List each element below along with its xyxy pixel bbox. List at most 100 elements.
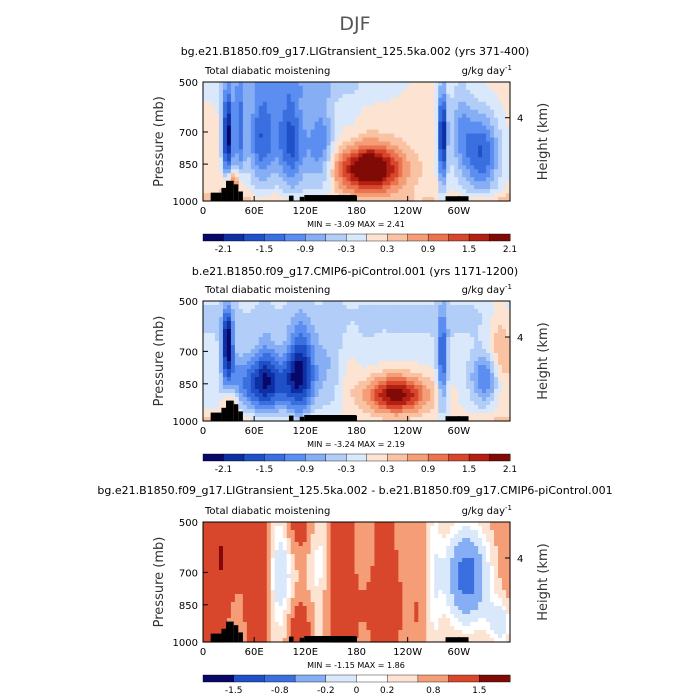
field-cell (490, 309, 495, 314)
field-cell (230, 333, 236, 338)
field-cell (254, 109, 260, 115)
field-cell (382, 197, 388, 202)
field-cell (450, 129, 455, 135)
field-cell (246, 301, 252, 306)
field-cell (442, 181, 447, 186)
field-cell (330, 301, 336, 306)
field-cell (230, 317, 236, 322)
field-cell (306, 345, 312, 350)
field-cell (490, 361, 495, 366)
field-cell (430, 309, 435, 314)
field-cell (214, 149, 220, 154)
field-cell (490, 113, 495, 119)
field-cell (330, 309, 336, 314)
field-cell (442, 341, 447, 346)
field-cell (410, 530, 415, 535)
field-cell (298, 141, 304, 147)
field-cell (494, 373, 499, 378)
field-cell (274, 345, 280, 350)
field-cell (262, 177, 268, 182)
field-cell (390, 105, 395, 111)
field-cell (270, 181, 276, 186)
field-cell (438, 317, 443, 322)
field-cell (298, 93, 304, 99)
field-cell (454, 369, 459, 374)
field-cell (474, 361, 479, 366)
field-cell (210, 393, 216, 398)
field-cell (442, 129, 447, 135)
field-cell (398, 97, 403, 103)
field-cell (322, 82, 328, 87)
field-cell (258, 526, 264, 531)
field-cell (434, 357, 439, 362)
field-cell (434, 137, 439, 143)
field-cell (430, 89, 435, 95)
field-cell (358, 373, 364, 378)
field-cell (394, 117, 399, 123)
field-cell (330, 341, 336, 346)
field-cell (318, 317, 324, 322)
field-cell (438, 129, 443, 135)
field-cell (242, 165, 248, 170)
field-cell (298, 97, 304, 103)
field-cell (450, 82, 455, 87)
colorbar: -2.1 -1.5 -0.9 -0.3 0.3 0.9 1.5 2.1 (202, 233, 517, 255)
field-cell (390, 409, 395, 414)
field-cell (330, 133, 336, 139)
field-cell (446, 401, 451, 406)
field-cell (418, 82, 423, 87)
field-cell (330, 125, 336, 131)
field-cell (338, 377, 344, 382)
field-cell (262, 161, 268, 166)
field-cell (234, 317, 240, 322)
field-cell (362, 305, 368, 310)
field-cell (203, 417, 208, 422)
field-cell (214, 373, 220, 378)
field-cell (502, 125, 507, 131)
field-cell (238, 169, 244, 174)
field-cell (214, 165, 220, 170)
field-cell (314, 89, 320, 95)
field-cell (222, 101, 228, 107)
colorbar-tick-label: -1.5 (256, 245, 274, 255)
field-cell (354, 89, 360, 95)
field-cell (302, 337, 308, 342)
field-cell (502, 105, 507, 111)
field-cell (458, 105, 463, 111)
field-cell (362, 337, 368, 342)
field-cell (370, 361, 376, 366)
field-cell (234, 137, 240, 143)
field-cell (370, 129, 376, 135)
field-cell (234, 353, 240, 358)
field-cell (442, 137, 447, 143)
field-cell (314, 117, 320, 123)
field-cell (254, 309, 260, 314)
field-cell (410, 413, 415, 418)
field-cell (258, 385, 264, 390)
field-cell (494, 121, 499, 127)
field-cell (282, 397, 288, 402)
field-cell (462, 341, 467, 346)
field-cell (254, 317, 260, 322)
field-cell (378, 145, 384, 151)
field-cell (230, 121, 236, 127)
field-cell (438, 401, 443, 406)
field-cell (222, 105, 228, 111)
field-cell (466, 141, 471, 147)
field-cell (394, 125, 399, 131)
field-cell (438, 85, 443, 91)
field-cell (426, 329, 431, 334)
field-cell (222, 161, 228, 166)
field-cell (290, 381, 296, 386)
field-cell (358, 413, 364, 418)
field-cell (426, 353, 431, 358)
field-cell (214, 133, 220, 139)
field-cell (474, 181, 479, 186)
field-cell (346, 145, 352, 151)
field-cell (330, 121, 336, 127)
field-cell (282, 153, 288, 158)
field-cell (358, 153, 364, 158)
field-cell (266, 117, 272, 123)
field-cell (438, 121, 443, 127)
field-cell (414, 89, 419, 95)
